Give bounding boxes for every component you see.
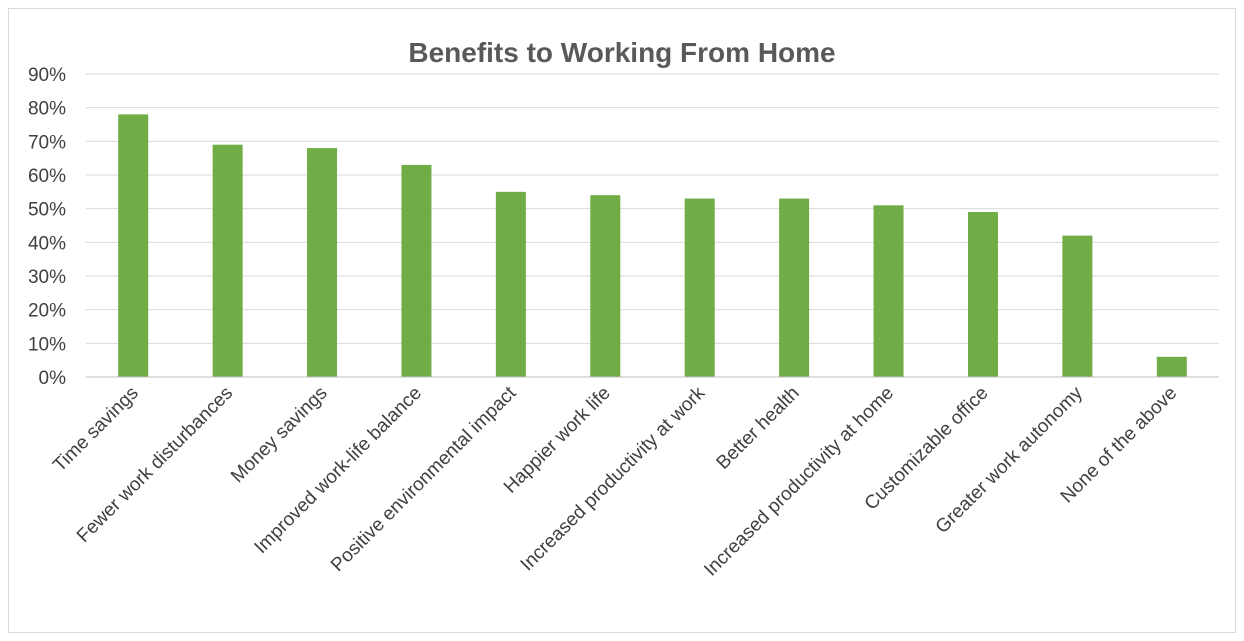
x-category-label: Increased productivity at home — [700, 383, 898, 581]
gridlines — [86, 73, 1219, 344]
bar — [401, 164, 432, 377]
x-category-label: Increased productivity at work — [517, 382, 710, 575]
bar — [118, 114, 149, 378]
y-tick-label: 70% — [28, 132, 66, 153]
x-category-label: Fewer work disturbances — [73, 383, 237, 547]
x-category-label: Time savings — [49, 383, 142, 476]
chart-title: Benefits to Working From Home — [408, 37, 835, 68]
bar — [1156, 356, 1187, 377]
y-tick-label: 60% — [28, 166, 66, 187]
y-tick-label: 90% — [28, 65, 66, 86]
bar — [307, 148, 338, 377]
bar — [873, 205, 904, 377]
bar — [779, 198, 810, 377]
bar — [1062, 235, 1093, 377]
bar — [590, 195, 621, 377]
bar — [967, 212, 998, 377]
bar — [684, 198, 715, 377]
y-tick-label: 80% — [28, 99, 66, 120]
bars — [118, 114, 1187, 378]
bar — [495, 191, 526, 377]
y-axis-ticks: 0% 10% 20% 30% 40% 50% 60% 70% 80% 90% — [28, 65, 66, 389]
x-category-label: Better health — [713, 383, 804, 474]
bar — [212, 144, 243, 377]
x-category-label: Positive environmental impact — [327, 382, 521, 576]
y-tick-label: 10% — [28, 334, 66, 355]
x-category-label: Money savings — [227, 383, 331, 487]
y-tick-label: 20% — [28, 301, 66, 322]
y-tick-label: 0% — [39, 368, 67, 389]
y-tick-label: 50% — [28, 200, 66, 221]
y-tick-label: 30% — [28, 267, 66, 288]
x-category-label: Improved work-life balance — [251, 383, 426, 558]
y-tick-label: 40% — [28, 233, 66, 254]
